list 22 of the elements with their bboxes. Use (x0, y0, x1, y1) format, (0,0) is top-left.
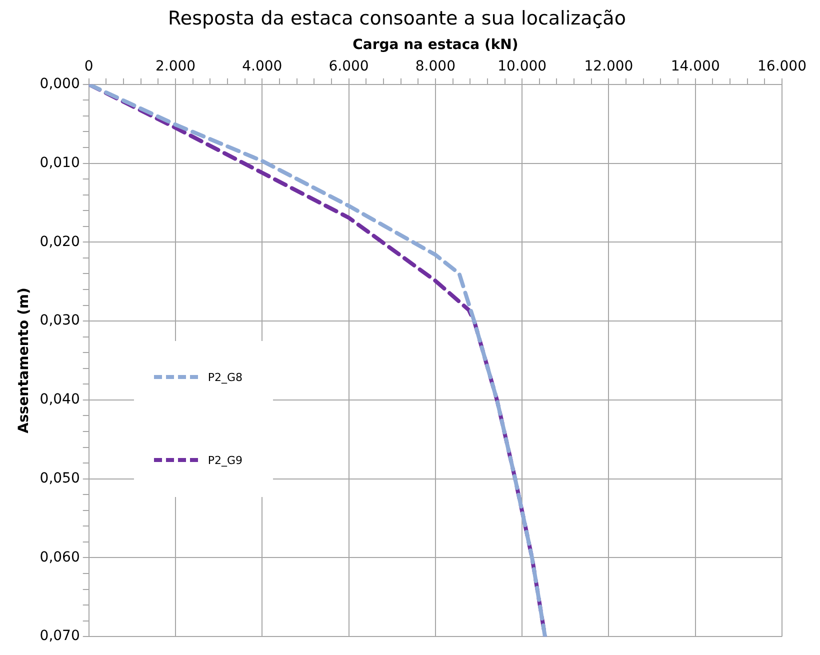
y-tick-label: 0,060 (40, 549, 80, 566)
legend-label: P2_G9 (208, 454, 243, 466)
x-tick-label: 14.000 (670, 58, 720, 75)
x-tick-label: 6.000 (328, 58, 369, 75)
x-tick-label: 2.000 (155, 58, 196, 75)
x-tick-label: 16.000 (758, 58, 806, 75)
legend-label: P2_G8 (208, 370, 243, 384)
chart-title: Resposta da estaca consoante a sua localização (168, 7, 626, 30)
x-axis-title: Carga na estaca (kN) (352, 36, 518, 53)
y-tick-label: 0,040 (40, 392, 80, 408)
y-tick-label: 0,070 (40, 628, 80, 644)
y-tick-label: 0,020 (40, 234, 80, 250)
x-tick-label: 4.000 (242, 58, 282, 75)
x-tick-label: 10.000 (498, 58, 547, 75)
x-tick-label: 8.000 (415, 58, 456, 75)
x-tick-label: 12.000 (584, 58, 634, 75)
y-tick-label: 0,010 (40, 154, 80, 171)
x-tick-label: 0 (84, 58, 94, 75)
y-tick-label: 0,030 (40, 312, 80, 329)
y-tick-label: 0,050 (40, 470, 80, 486)
y-tick-label: 0,000 (40, 76, 80, 92)
y-axis-title: Assentamento (m) (16, 288, 32, 434)
